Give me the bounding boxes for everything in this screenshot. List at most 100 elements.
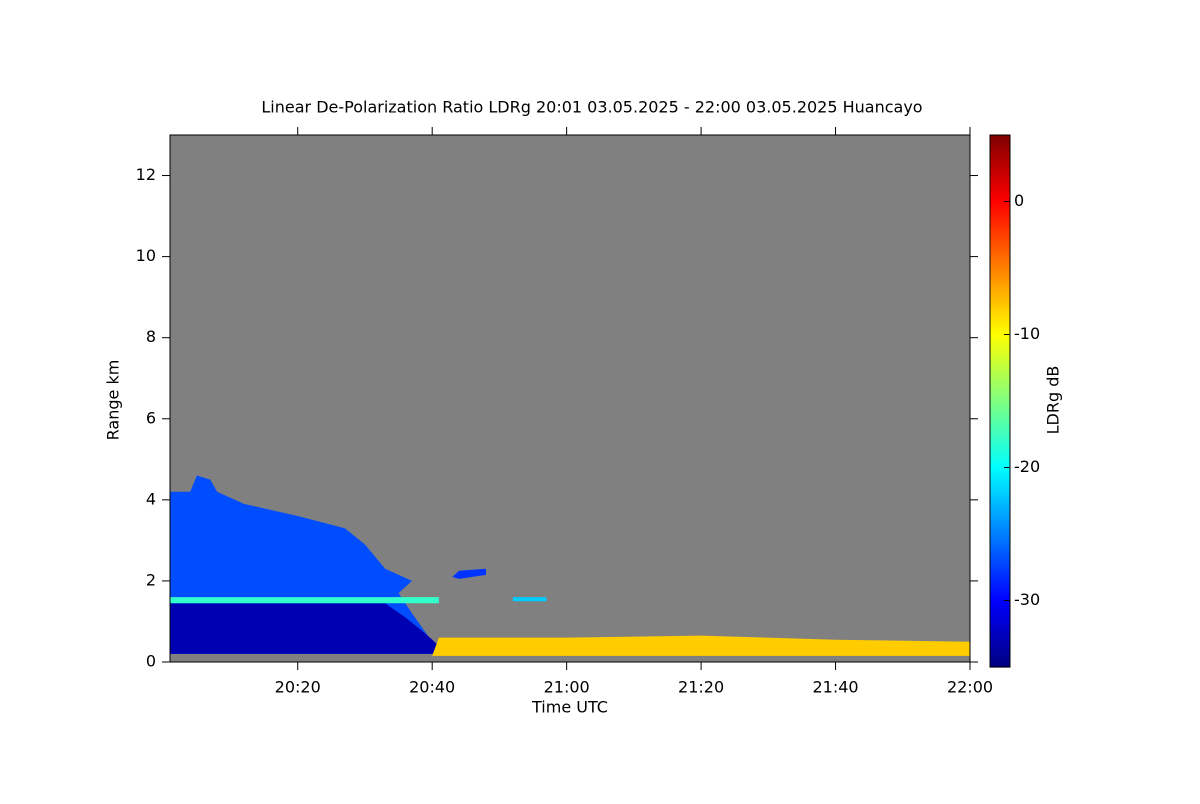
colorbar-cell: [990, 156, 1010, 160]
colorbar-cell: [990, 249, 1010, 253]
colorbar-cell: [990, 499, 1010, 503]
colorbar-cell: [990, 294, 1010, 298]
y-tick-label: 4: [146, 489, 156, 508]
colorbar-cell: [990, 462, 1010, 466]
colorbar-cell: [990, 217, 1010, 221]
colorbar-cell: [990, 419, 1010, 423]
colorbar-cell: [990, 174, 1010, 179]
colorbar-cell: [990, 169, 1010, 173]
colorbar-cell: [990, 435, 1010, 439]
colorbar-cell: [990, 496, 1010, 501]
colorbar-cell: [990, 286, 1010, 290]
colorbar-cell: [990, 611, 1010, 615]
echo-region: [452, 568, 486, 579]
y-tick-label: 12: [136, 165, 156, 184]
colorbar-cell: [990, 563, 1010, 567]
colorbar-cell: [990, 510, 1010, 514]
colorbar-cell: [990, 488, 1010, 493]
colorbar-cell: [990, 440, 1010, 445]
colorbar-cell: [990, 627, 1010, 631]
colorbar-cell: [990, 541, 1010, 546]
colorbar-cell: [990, 390, 1010, 394]
colorbar-cell: [990, 177, 1010, 181]
colorbar-cell: [990, 214, 1010, 219]
colorbar-cell: [990, 233, 1010, 237]
colorbar-cell: [990, 387, 1010, 391]
colorbar-cell: [990, 212, 1010, 216]
colorbar-cell: [990, 377, 1010, 381]
colorbar-cell: [990, 142, 1010, 147]
colorbar-cell: [990, 459, 1010, 463]
colorbar-cell: [990, 281, 1010, 285]
colorbar-cell: [990, 153, 1010, 157]
colorbar-cell: [990, 549, 1010, 554]
colorbar-cell: [990, 587, 1010, 591]
colorbar-cell: [990, 616, 1010, 620]
colorbar-cell: [990, 318, 1010, 322]
colorbar-cell: [990, 624, 1010, 628]
colorbar-cell: [990, 632, 1010, 636]
colorbar-cell: [990, 480, 1010, 485]
x-tick-label: 21:40: [812, 678, 858, 697]
colorbar-cell: [990, 408, 1010, 413]
colorbar-cell: [990, 166, 1010, 171]
colorbar-cell: [990, 653, 1010, 657]
colorbar-cell: [990, 403, 1010, 407]
echo-region: [432, 635, 970, 656]
colorbar-cell: [990, 504, 1010, 508]
colorbar-cell: [990, 579, 1010, 583]
colorbar-cell: [990, 358, 1010, 362]
colorbar-tick-label: -20: [1014, 457, 1040, 476]
colorbar-cell: [990, 520, 1010, 524]
colorbar-cell: [990, 382, 1010, 386]
colorbar-cell: [990, 291, 1010, 296]
colorbar-cell: [990, 539, 1010, 543]
colorbar-cell: [990, 289, 1010, 293]
colorbar-cell: [990, 592, 1010, 596]
colorbar-cell: [990, 446, 1010, 450]
colorbar-cell: [990, 206, 1010, 211]
colorbar-cell: [990, 637, 1010, 641]
colorbar-cell: [990, 430, 1010, 434]
colorbar-cell: [990, 182, 1010, 187]
colorbar-cell: [990, 478, 1010, 482]
colorbar-cell: [990, 371, 1010, 375]
colorbar-cell: [990, 635, 1010, 639]
colorbar-cell: [990, 555, 1010, 559]
colorbar-cell: [990, 321, 1010, 325]
colorbar-cell: [990, 581, 1010, 586]
colorbar-cell: [990, 470, 1010, 474]
colorbar-cell: [990, 528, 1010, 532]
colorbar-cell: [990, 185, 1010, 189]
colorbar-tick-label: 0: [1014, 191, 1024, 210]
colorbar-cell: [990, 201, 1010, 205]
colorbar-cell: [990, 565, 1010, 570]
plot-frame: [169, 134, 971, 663]
chart-title: Linear De-Polarization Ratio LDRg 20:01 …: [261, 98, 922, 117]
y-tick-label: 10: [136, 246, 156, 265]
colorbar-cell: [990, 345, 1010, 349]
echo-region: [512, 597, 547, 602]
colorbar-cell: [990, 369, 1010, 373]
colorbar-cell: [990, 275, 1010, 280]
colorbar-cell: [990, 589, 1010, 594]
colorbar-cell: [990, 188, 1010, 192]
colorbar-cell: [990, 172, 1010, 176]
colorbar-cell: [990, 385, 1010, 389]
colorbar-cell: [990, 355, 1010, 360]
colorbar-cell: [990, 323, 1010, 328]
y-tick-label: 6: [146, 408, 156, 427]
colorbar-cell: [990, 483, 1010, 487]
colorbar-cell: [990, 648, 1010, 652]
colorbar-tick-label: -30: [1014, 590, 1040, 609]
colorbar-cell: [990, 454, 1010, 458]
colorbar-cell: [990, 398, 1010, 402]
colorbar-cell: [990, 252, 1010, 256]
colorbar-cell: [990, 361, 1010, 365]
colorbar-cell: [990, 584, 1010, 588]
colorbar-cell: [990, 363, 1010, 368]
colorbar-cell: [990, 342, 1010, 346]
colorbar-cell: [990, 329, 1010, 333]
y-tick-label: 8: [146, 327, 156, 346]
colorbar-tick-label: -10: [1014, 324, 1040, 343]
